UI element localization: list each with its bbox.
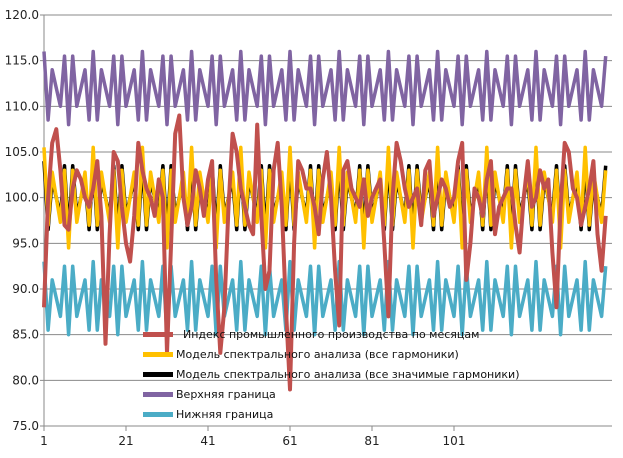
series-lines — [42, 49, 608, 392]
legend-label: Верхняя граница — [176, 388, 276, 401]
legend-label: Нижняя граница — [176, 408, 273, 421]
legend-swatch — [143, 352, 173, 357]
legend-item: Модель спектрального анализа (все значим… — [143, 368, 520, 381]
legend-label: Индекс промышленного производства по мес… — [183, 328, 479, 341]
legend-swatch — [143, 412, 173, 417]
y-tick-label: 115.0 — [5, 54, 39, 68]
legend-item: Индекс промышленного производства по мес… — [143, 328, 479, 341]
legend-item: Нижняя граница — [143, 408, 273, 421]
x-tick-label: 101 — [443, 434, 466, 448]
y-tick-label: 105.0 — [5, 145, 39, 159]
x-tick-label: 81 — [364, 434, 379, 448]
series-line-1 — [42, 145, 608, 250]
series-line-3 — [42, 49, 608, 127]
x-axis-ticks: 1 21 41 61 81 101 — [40, 426, 465, 448]
y-tick-label: 85.0 — [12, 328, 39, 342]
legend-swatch — [143, 372, 173, 377]
x-tick-label: 21 — [118, 434, 133, 448]
y-tick-label: 110.0 — [5, 99, 39, 113]
y-tick-label: 75.0 — [12, 419, 39, 433]
legend-swatch — [143, 332, 173, 337]
legend: Индекс промышленного производства по мес… — [143, 328, 520, 421]
legend-label: Модель спектрального анализа (все значим… — [176, 368, 520, 381]
legend-swatch — [143, 392, 173, 397]
legend-item: Модель спектрального анализа (все гармон… — [143, 348, 459, 361]
legend-item: Верхняя граница — [143, 388, 276, 401]
series-line-0 — [42, 113, 608, 392]
x-tick-label: 1 — [40, 434, 48, 448]
x-tick-label: 41 — [200, 434, 215, 448]
y-tick-label: 120.0 — [5, 8, 39, 22]
series-line-4 — [42, 259, 608, 337]
legend-label: Модель спектрального анализа (все гармон… — [176, 348, 459, 361]
y-tick-label: 100.0 — [5, 191, 39, 205]
x-tick-label: 61 — [282, 434, 297, 448]
y-tick-label: 95.0 — [12, 236, 39, 250]
y-axis-ticks: 75.0 80.0 85.0 90.0 95.0 100.0 105.0 110.0 115.0… — [5, 8, 39, 433]
y-tick-label: 80.0 — [12, 373, 39, 387]
y-tick-label: 90.0 — [12, 282, 39, 296]
